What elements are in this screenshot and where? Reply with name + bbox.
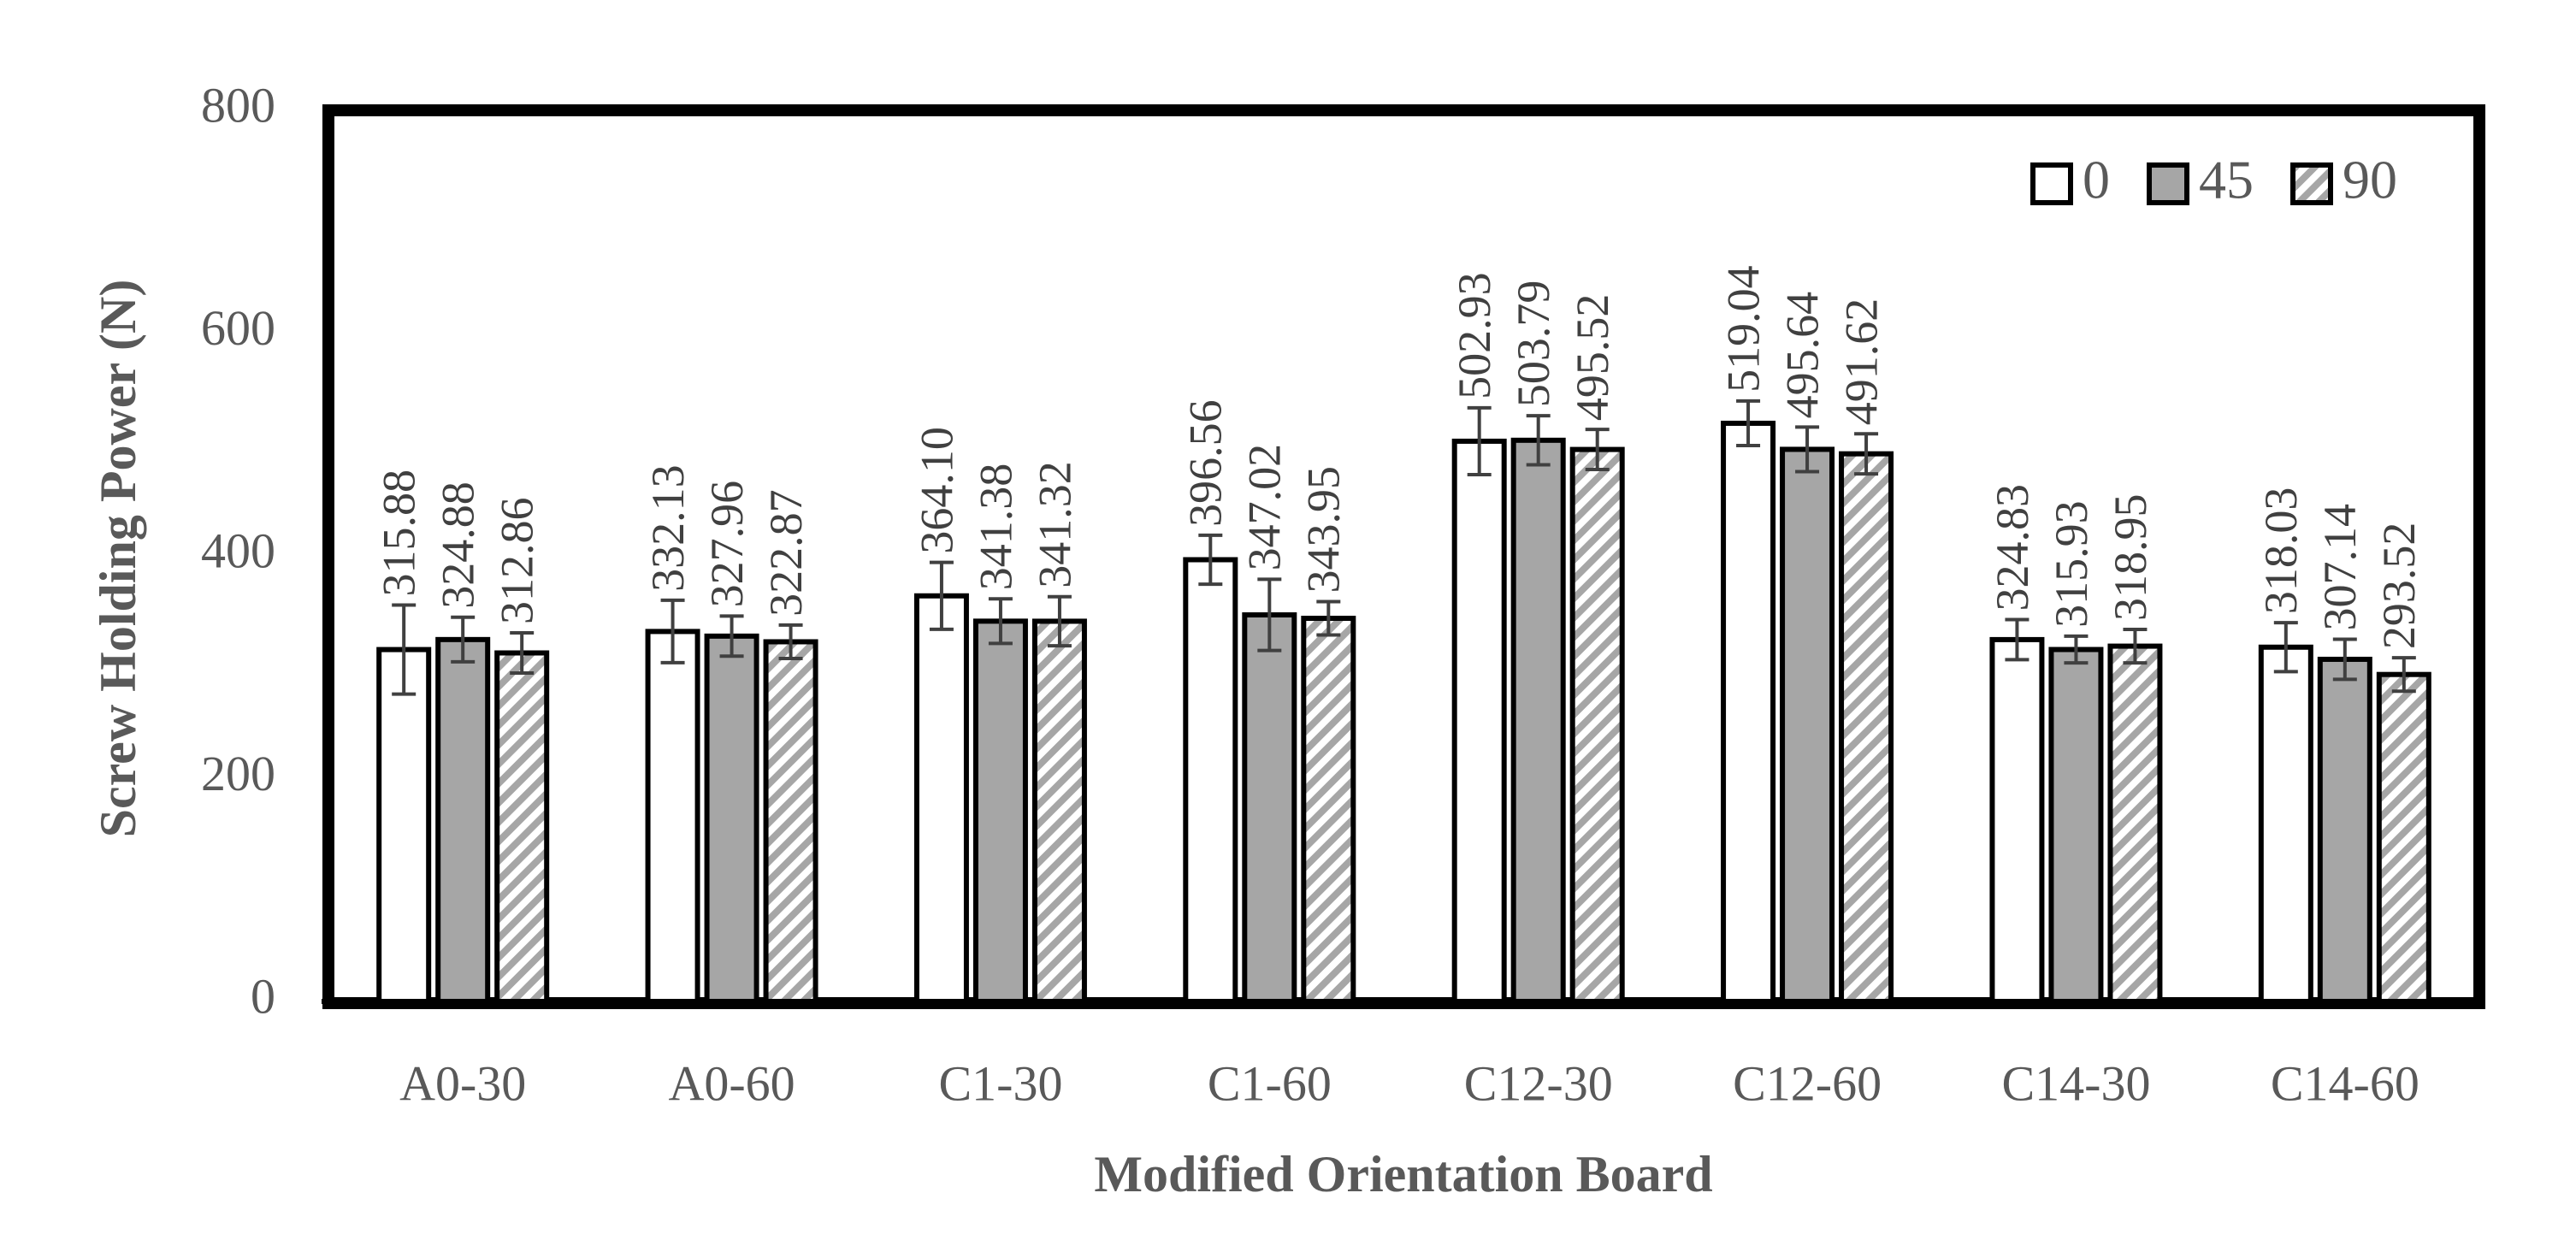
bar: [1031, 618, 1087, 1005]
bar: [2317, 656, 2372, 1004]
bar: [1989, 636, 2045, 1004]
value-label: 327.96: [701, 481, 753, 608]
error-bar: [988, 597, 1013, 646]
bar: [1451, 438, 1507, 1004]
bar: [1780, 446, 1835, 1004]
bar: [1301, 616, 1356, 1004]
bar: [1839, 451, 1894, 1004]
value-label: 307.14: [2314, 504, 2366, 631]
x-tick-label: A0-30: [399, 1055, 526, 1111]
error-bar: [1047, 594, 1072, 648]
bar: [1183, 557, 1238, 1004]
error-bar: [451, 615, 476, 664]
x-tick-label: C1-30: [938, 1055, 1062, 1111]
value-label: 503.79: [1508, 281, 1559, 408]
value-label: 318.95: [2105, 494, 2156, 622]
value-label: 502.93: [1449, 272, 1500, 399]
bar: [376, 647, 432, 1004]
bar: [763, 639, 818, 1005]
bar: [645, 629, 700, 1005]
bar: [972, 618, 1028, 1004]
legend-swatch: [2290, 162, 2333, 205]
value-label: 343.95: [1298, 466, 1350, 594]
error-bar: [2123, 628, 2148, 665]
error-bar: [1526, 414, 1551, 467]
error-bar: [1198, 533, 1223, 587]
error-bar: [2005, 617, 2029, 662]
error-bar: [2332, 637, 2357, 682]
x-tick-label: C1-60: [1208, 1055, 1332, 1111]
error-bar: [1316, 599, 1341, 637]
value-label: 315.88: [374, 470, 425, 597]
value-label: 519.04: [1717, 265, 1769, 393]
error-bar: [1257, 577, 1282, 653]
error-bar: [1795, 425, 1820, 474]
error-bar: [2391, 656, 2416, 694]
x-tick-label: C14-60: [2271, 1055, 2419, 1111]
value-label: 322.87: [760, 489, 812, 617]
y-tick-label: 200: [201, 746, 275, 801]
error-bar: [2273, 621, 2298, 674]
bar: [2258, 644, 2313, 1004]
value-label: 347.02: [1239, 444, 1291, 571]
value-label: 491.62: [1835, 298, 1887, 426]
bar: [494, 650, 550, 1005]
x-tick-label: C14-30: [2001, 1055, 2150, 1111]
value-label: 293.52: [2373, 523, 2425, 650]
legend-label: 90: [2343, 150, 2397, 210]
bar: [2107, 643, 2163, 1004]
error-bar: [1854, 432, 1879, 476]
y-tick-label: 0: [251, 968, 275, 1024]
value-label: 324.83: [1987, 484, 2038, 611]
value-label: 495.52: [1567, 294, 1618, 422]
error-bar: [929, 560, 954, 631]
bar: [1721, 420, 1776, 1005]
value-label: 341.32: [1029, 461, 1080, 588]
value-label: 332.13: [642, 464, 694, 592]
value-label: 364.10: [911, 427, 962, 554]
value-label: 324.88: [433, 481, 484, 609]
error-bar: [1467, 405, 1492, 477]
x-axis-title: Modified Orientation Board: [1094, 1146, 1712, 1202]
bar: [435, 636, 491, 1004]
bar: [913, 593, 969, 1005]
error-bar: [719, 614, 744, 658]
y-tick-label: 400: [201, 523, 275, 578]
bar: [1569, 446, 1625, 1004]
error-bar: [510, 631, 535, 675]
x-tick-label: C12-30: [1464, 1055, 1613, 1111]
bar: [704, 633, 759, 1004]
x-tick-label: A0-60: [668, 1055, 795, 1111]
error-bar: [392, 603, 417, 696]
error-bar: [1585, 428, 1610, 472]
bar: [1510, 437, 1566, 1004]
y-axis-title: Screw Holding Power (N): [90, 280, 146, 838]
value-label: 318.03: [2255, 487, 2307, 615]
bar: [1242, 612, 1297, 1005]
value-label: 341.38: [970, 464, 1021, 591]
legend-label: 0: [2083, 150, 2110, 210]
value-label: 315.93: [2046, 500, 2097, 628]
legend-swatch: [2147, 162, 2189, 205]
bar: [2048, 647, 2104, 1004]
x-tick-label: C12-60: [1733, 1055, 1882, 1111]
error-bar: [2064, 634, 2089, 665]
value-label: 396.56: [1180, 399, 1232, 527]
error-bar: [1736, 399, 1761, 448]
legend-swatch: [2030, 162, 2073, 205]
bar: [2376, 671, 2431, 1004]
value-label: 312.86: [492, 498, 543, 625]
error-bar: [660, 598, 685, 664]
y-tick-label: 800: [201, 77, 275, 133]
y-tick-label: 600: [201, 300, 275, 356]
error-bar: [778, 623, 803, 660]
value-label: 495.64: [1776, 292, 1828, 419]
legend-label: 45: [2199, 150, 2254, 210]
